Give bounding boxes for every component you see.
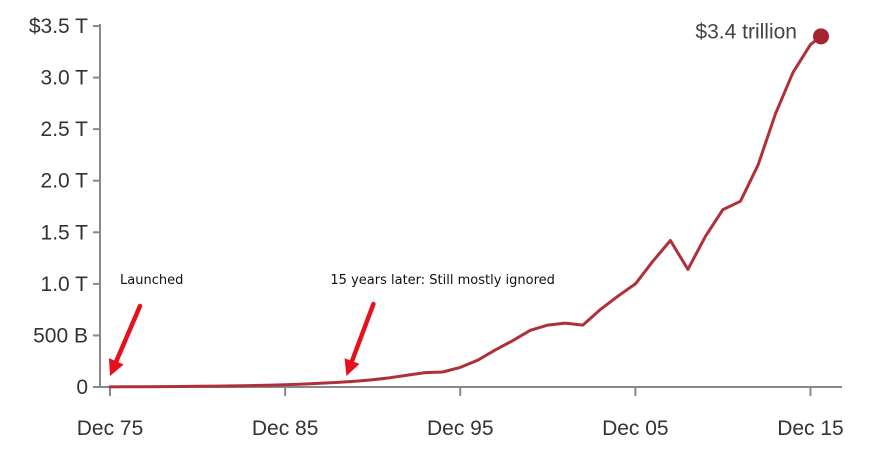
x-tick-label: Dec 95: [427, 417, 494, 440]
annotation-launched-arrow-head: [108, 358, 124, 376]
annotation-launched-arrow-shaft: [114, 303, 143, 364]
series-line: [108, 34, 823, 389]
annotation-launched: Launched: [108, 273, 183, 376]
y-tick-label: 0: [76, 376, 88, 399]
x-axis-ticks: Dec 75 Dec 85 Dec 95 Dec 05 Dec 15: [77, 387, 844, 440]
y-tick-label: 1.5 T: [41, 221, 89, 244]
series-points: [110, 36, 821, 387]
annotation-ignored-text: 15 years later: Still mostly ignored: [330, 273, 555, 288]
annotation-launched-text: Launched: [120, 273, 183, 288]
annotation-ignored: 15 years later: Still mostly ignored: [330, 273, 555, 376]
y-tick-label: 500 B: [33, 324, 88, 347]
annotation-ignored-arrow-shaft: [349, 301, 376, 364]
y-axis-ticks: 0 500 B 1.0 T 1.5 T 2.0 T 2.5 T 3.0 T $3.5 T: [29, 15, 100, 399]
end-point-label: $3.4 trillion: [695, 20, 797, 43]
y-tick-label: $3.5 T: [29, 15, 88, 38]
x-tick-label: Dec 15: [777, 417, 844, 440]
x-tick-label: Dec 05: [602, 417, 669, 440]
y-tick-label: 3.0 T: [41, 67, 89, 90]
y-tick-label: 2.5 T: [41, 118, 89, 141]
annotation-ignored-arrow-head: [344, 358, 360, 376]
end-point-marker: [812, 28, 829, 45]
x-tick-label: Dec 85: [252, 417, 319, 440]
x-tick-label: Dec 75: [77, 417, 144, 440]
y-tick-label: 1.0 T: [41, 273, 89, 296]
y-tick-label: 2.0 T: [41, 170, 89, 193]
